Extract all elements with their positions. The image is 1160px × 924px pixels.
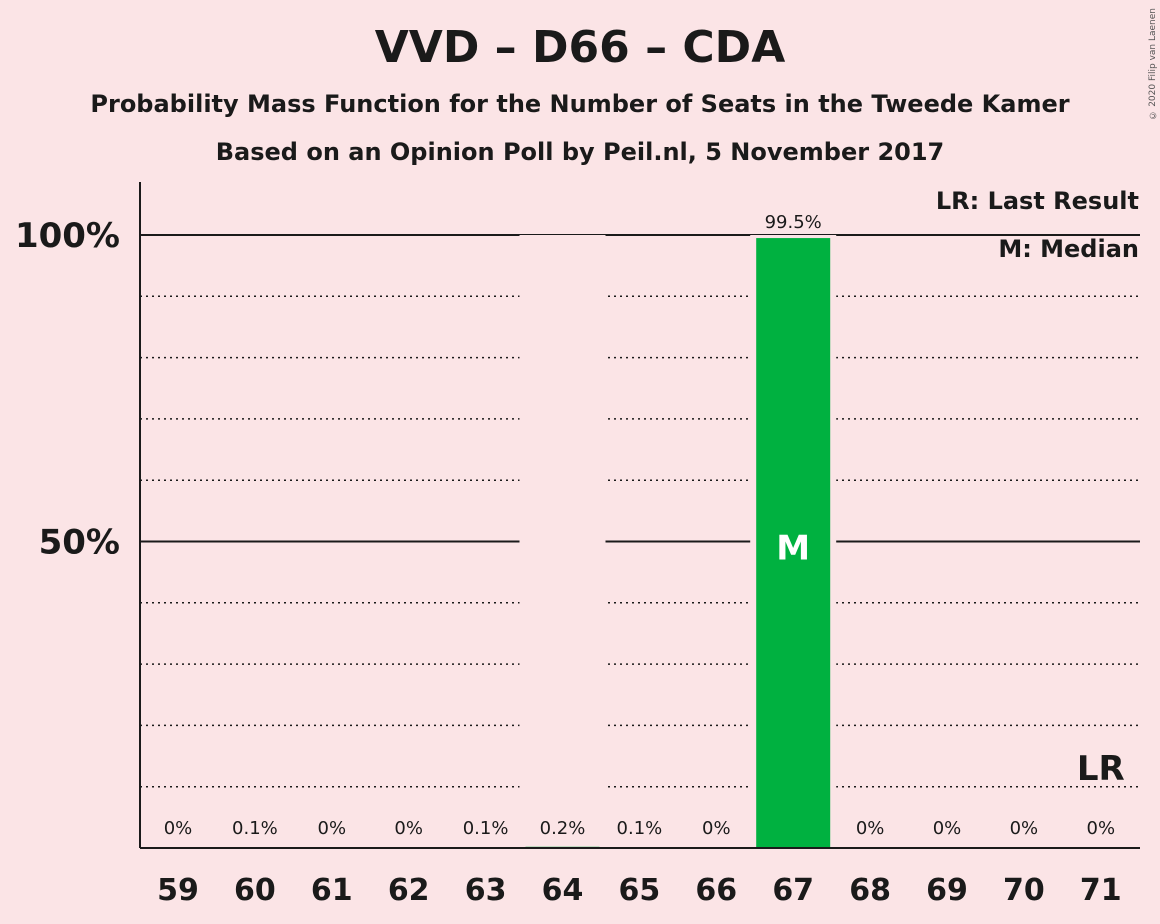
y-tick-label: 50% [39, 523, 120, 563]
x-tick-label: 62 [388, 873, 430, 908]
bar-value-label: 0% [702, 818, 731, 839]
bar-value-label: 0.1% [232, 818, 278, 839]
bar-halo [519, 235, 606, 848]
bar-value-label: 0% [394, 818, 423, 839]
x-tick-label: 61 [311, 873, 353, 908]
x-tick-label: 59 [157, 873, 199, 908]
bar-value-label: 99.5% [765, 212, 822, 233]
legend-last-result: LR: Last Result [936, 187, 1139, 215]
x-tick-label: 63 [465, 873, 507, 908]
bar-value-labels: 0% 0.1% 0% 0% 0.1% 0.2% 0.1% 0% 99.5% 0% 0% 0% 0% M LR [164, 212, 1125, 839]
x-tick-label: 69 [926, 873, 968, 908]
x-tick-label: 67 [772, 873, 814, 908]
x-tick-label: 60 [234, 873, 276, 908]
y-tick-label: 100% [15, 216, 120, 256]
bar-value-label: 0.1% [617, 818, 663, 839]
x-tick-label: 64 [542, 873, 584, 908]
legend-median: M: Median [998, 235, 1139, 263]
x-tick-labels: 59 60 61 62 63 64 65 66 67 68 69 70 71 [157, 873, 1122, 908]
chart-subtitle-source: Based on an Opinion Poll by Peil.nl, 5 N… [215, 138, 945, 166]
bar-value-label: 0% [1010, 818, 1039, 839]
x-tick-label: 65 [619, 873, 661, 908]
bar-value-label: 0% [318, 818, 347, 839]
bar-value-label: 0% [164, 818, 193, 839]
gridlines [140, 234, 1140, 788]
last-result-marker: LR [1077, 749, 1125, 789]
x-tick-label: 66 [695, 873, 737, 908]
chart-subtitle: Probability Mass Function for the Number… [90, 90, 1070, 118]
x-tick-label: 71 [1080, 873, 1122, 908]
bar-value-label: 0.2% [540, 818, 586, 839]
bar-value-label: 0% [1087, 818, 1116, 839]
bar-value-label: 0% [933, 818, 962, 839]
y-tick-labels: 50% 100% [15, 216, 120, 563]
bar-value-label: 0% [856, 818, 885, 839]
chart-title: VVD – D66 – CDA [374, 22, 786, 73]
x-tick-label: 70 [1003, 873, 1045, 908]
median-marker: M [776, 529, 810, 569]
bar-value-label: 0.1% [463, 818, 509, 839]
bar-seat-67 [756, 238, 831, 848]
bars [217, 235, 837, 848]
x-tick-label: 68 [849, 873, 891, 908]
